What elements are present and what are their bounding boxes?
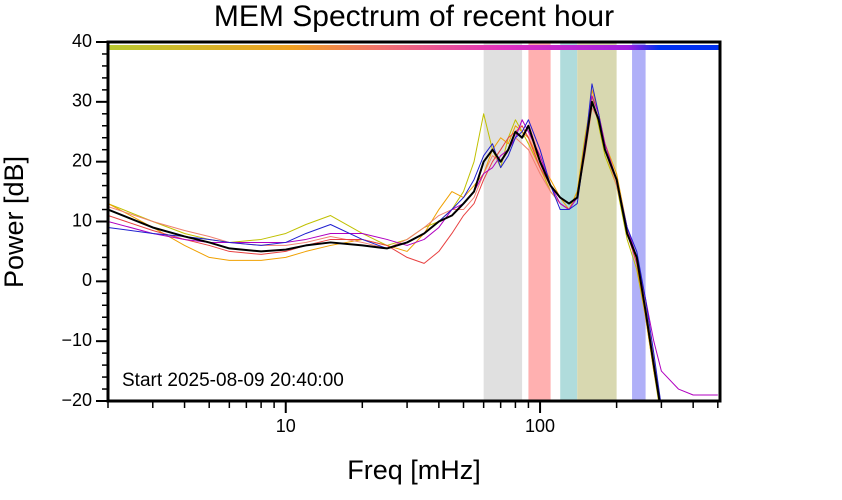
lines bbox=[108, 83, 718, 401]
chart-title: MEM Spectrum of recent hour bbox=[214, 0, 614, 33]
y-tick-label: 0 bbox=[82, 270, 92, 290]
frame bbox=[106, 40, 722, 403]
x-tick-label: 100 bbox=[525, 416, 555, 436]
y-tick-label: 10 bbox=[72, 210, 92, 230]
band bbox=[632, 42, 646, 401]
x-axis-label: Freq [mHz] bbox=[347, 455, 481, 485]
y-tick-label: −10 bbox=[61, 330, 92, 350]
band bbox=[560, 42, 578, 401]
annotation: Start 2025-08-09 20:40:00 bbox=[122, 370, 344, 391]
x-tick-label: 10 bbox=[276, 416, 296, 436]
band bbox=[528, 42, 551, 401]
band bbox=[483, 42, 523, 401]
axes: −20 −10 0 10 20 30 40 10 100 bbox=[61, 31, 719, 436]
color-bar bbox=[108, 45, 720, 50]
y-tick-label: 30 bbox=[72, 91, 92, 111]
series-line bbox=[108, 100, 661, 401]
bands bbox=[483, 42, 646, 401]
y-tick-label: 20 bbox=[72, 150, 92, 170]
y-tick-label: 40 bbox=[72, 31, 92, 51]
band bbox=[577, 42, 617, 401]
y-tick-label: −20 bbox=[61, 390, 92, 410]
y-axis-label: Power [dB] bbox=[0, 156, 29, 288]
